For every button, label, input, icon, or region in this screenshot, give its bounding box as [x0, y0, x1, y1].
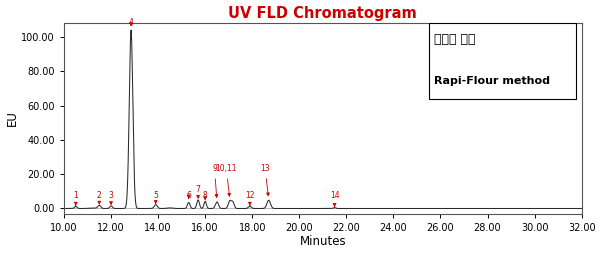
Text: 10,11: 10,11 [216, 164, 237, 196]
Text: 1: 1 [73, 191, 78, 205]
Text: 9: 9 [212, 164, 218, 197]
Title: UV FLD Chromatogram: UV FLD Chromatogram [228, 6, 417, 21]
Y-axis label: EU: EU [5, 110, 19, 126]
FancyBboxPatch shape [429, 23, 576, 99]
Text: 2: 2 [97, 191, 102, 204]
Text: 13: 13 [260, 164, 270, 196]
Text: 7: 7 [196, 185, 201, 198]
Text: Rapi-Flour method: Rapi-Flour method [434, 76, 550, 86]
Text: 12: 12 [245, 191, 255, 205]
Text: Rapi-Flour method: Rapi-Flour method [434, 76, 550, 86]
Text: 4: 4 [129, 18, 133, 27]
Text: 3: 3 [109, 191, 114, 204]
Text: 아주대 샘플: 아주대 샘플 [434, 33, 475, 46]
Text: 6: 6 [186, 191, 191, 200]
Text: 8: 8 [203, 191, 207, 200]
Text: 14: 14 [330, 191, 340, 206]
Text: 아주대 샘플: 아주대 샘플 [434, 33, 475, 46]
Text: 5: 5 [153, 191, 158, 203]
X-axis label: Minutes: Minutes [299, 235, 346, 248]
